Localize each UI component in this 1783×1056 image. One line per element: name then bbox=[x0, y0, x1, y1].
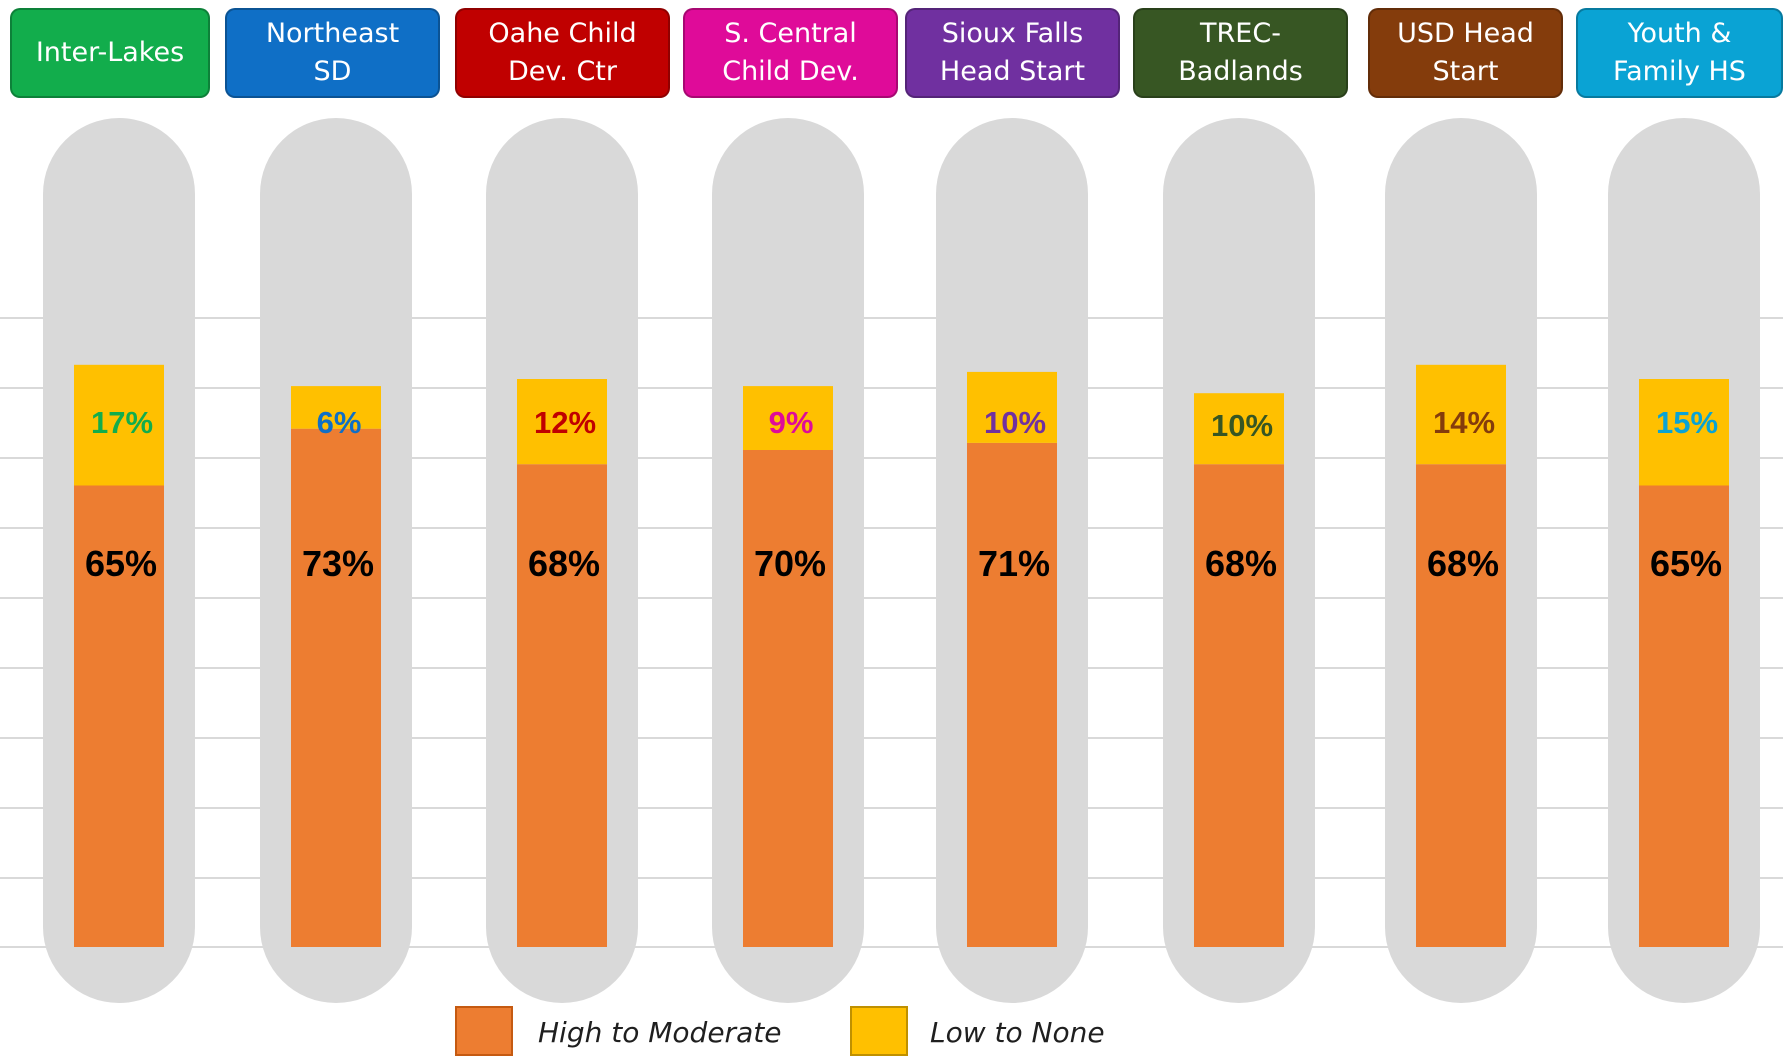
bar-low-1 bbox=[291, 386, 381, 429]
category-label-0: Inter-Lakes bbox=[10, 8, 210, 98]
legend-label-high: High to Moderate bbox=[538, 1016, 782, 1049]
bar-high-1 bbox=[291, 428, 381, 947]
data-label-low-4: 10% bbox=[984, 405, 1046, 440]
data-label-high-0: 65% bbox=[85, 543, 157, 584]
category-label-5: TREC- Badlands bbox=[1133, 8, 1348, 98]
data-label-high-1: 73% bbox=[302, 543, 374, 584]
data-label-high-7: 65% bbox=[1650, 543, 1722, 584]
category-label-6: USD Head Start bbox=[1368, 8, 1563, 98]
category-label-2: Oahe Child Dev. Ctr bbox=[455, 8, 670, 98]
data-label-low-1: 6% bbox=[317, 405, 362, 440]
bar-low-0 bbox=[74, 364, 164, 486]
bar-high-5 bbox=[1194, 464, 1284, 947]
data-label-high-5: 68% bbox=[1205, 543, 1277, 584]
data-label-low-2: 12% bbox=[534, 405, 596, 440]
bar-high-0 bbox=[74, 485, 164, 947]
bar-high-6 bbox=[1416, 464, 1506, 947]
bar-low-7 bbox=[1639, 379, 1729, 486]
data-label-low-0: 17% bbox=[91, 405, 153, 440]
category-label-1: Northeast SD bbox=[225, 8, 440, 98]
legend-swatch-low bbox=[850, 1006, 908, 1056]
data-label-low-3: 9% bbox=[769, 405, 814, 440]
bar-low-6 bbox=[1416, 364, 1506, 465]
data-label-low-5: 10% bbox=[1211, 408, 1273, 443]
bar-low-3 bbox=[743, 386, 833, 450]
category-label-7: Youth & Family HS bbox=[1576, 8, 1783, 98]
legend-label-low: Low to None bbox=[930, 1016, 1105, 1049]
data-label-high-2: 68% bbox=[528, 543, 600, 584]
data-label-high-3: 70% bbox=[754, 543, 826, 584]
bar-low-5 bbox=[1194, 393, 1284, 465]
bar-high-3 bbox=[743, 450, 833, 947]
category-label-3: S. Central Child Dev. bbox=[683, 8, 898, 98]
data-label-low-6: 14% bbox=[1433, 405, 1495, 440]
bar-low-4 bbox=[967, 371, 1057, 443]
data-label-low-7: 15% bbox=[1656, 405, 1718, 440]
bar-high-7 bbox=[1639, 485, 1729, 947]
category-label-4: Sioux Falls Head Start bbox=[905, 8, 1120, 98]
legend: High to Moderate Low to None bbox=[0, 1006, 1783, 1056]
bar-high-4 bbox=[967, 442, 1057, 947]
data-label-high-4: 71% bbox=[978, 543, 1050, 584]
legend-swatch-high bbox=[455, 1006, 513, 1056]
data-label-high-6: 68% bbox=[1427, 543, 1499, 584]
bar-low-2 bbox=[517, 379, 607, 465]
bar-high-2 bbox=[517, 464, 607, 947]
